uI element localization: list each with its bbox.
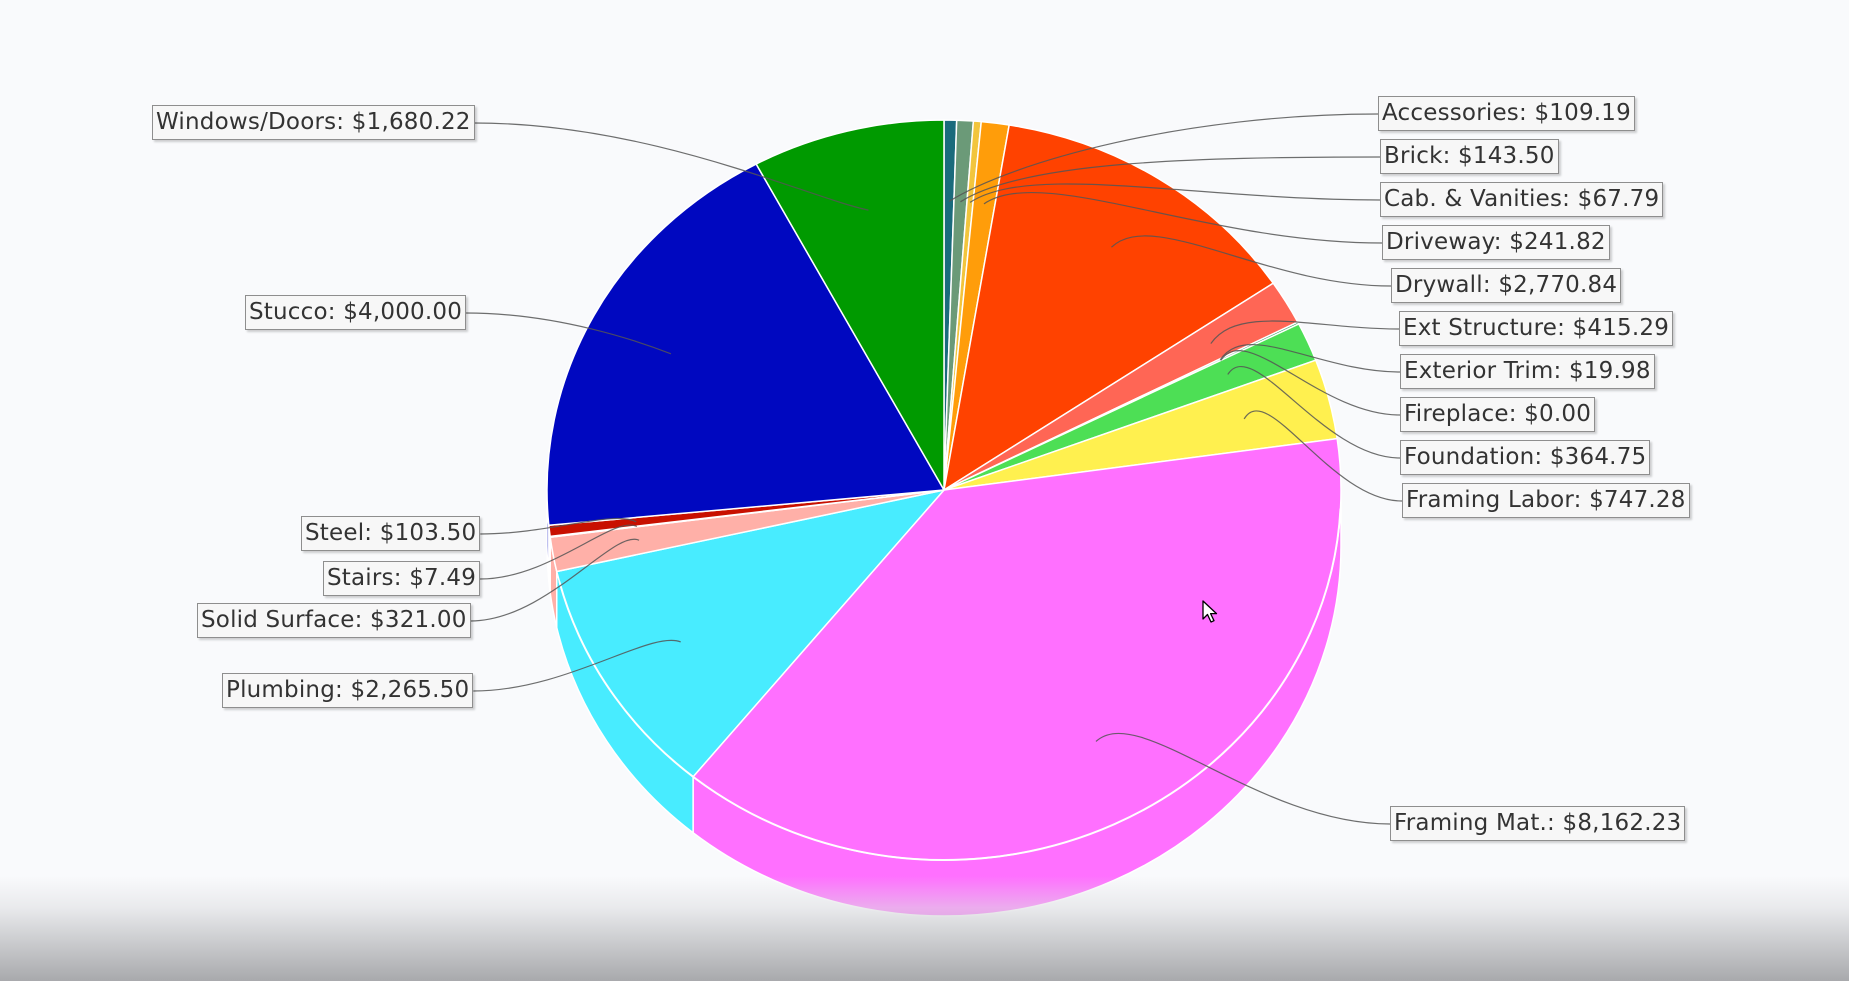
leader-line-accessories — [948, 113, 1379, 202]
leader-lines — [466, 113, 1403, 825]
pie-slice-windows-doors[interactable] — [755, 119, 945, 491]
data-label-cab-vanities: Cab. & Vanities: $67.79 — [1380, 182, 1664, 217]
leader-line-windows-doors — [474, 122, 869, 211]
data-label-framing-mat: Framing Mat.: $8,162.23 — [1390, 806, 1686, 841]
leader-line-stucco — [466, 312, 672, 355]
data-label-framing-labor: Framing Labor: $747.28 — [1402, 483, 1690, 518]
data-label-stairs: Stairs: $7.49 — [323, 561, 481, 596]
data-label-steel: Steel: $103.50 — [301, 516, 481, 551]
pie-slice-drywall[interactable] — [943, 124, 1274, 491]
pie-rim-highlight — [558, 508, 1342, 861]
data-label-brick: Brick: $143.50 — [1380, 139, 1559, 174]
pie-slice-stucco[interactable] — [546, 163, 945, 526]
data-label-fireplace: Fireplace: $0.00 — [1400, 397, 1596, 432]
leader-line-framing-labor — [1243, 410, 1403, 502]
data-label-solid-surface: Solid Surface: $321.00 — [197, 603, 471, 638]
leader-line-cab-vanities — [969, 183, 1381, 203]
data-label-drywall: Drywall: $2,770.84 — [1391, 268, 1622, 303]
data-label-driveway: Driveway: $241.82 — [1382, 225, 1610, 260]
leader-line-steel — [480, 517, 637, 535]
leader-line-stairs — [480, 524, 638, 580]
leader-line-plumbing — [473, 639, 681, 692]
data-label-stucco: Stucco: $4,000.00 — [245, 295, 467, 330]
data-label-windows-doors: Windows/Doors: $1,680.22 — [152, 105, 475, 140]
leader-line-ext-structure — [1210, 320, 1400, 344]
leader-line-driveway — [983, 191, 1383, 244]
leader-line-exterior-trim — [1219, 344, 1401, 373]
leader-line-foundation — [1227, 366, 1401, 459]
mouse-pointer-icon — [1202, 600, 1218, 623]
data-label-foundation: Foundation: $364.75 — [1400, 440, 1651, 475]
data-label-accessories: Accessories: $109.19 — [1378, 96, 1635, 131]
data-label-ext-structure: Ext Structure: $415.29 — [1399, 311, 1674, 346]
leader-line-fireplace — [1220, 350, 1401, 416]
data-label-plumbing: Plumbing: $2,265.50 — [222, 673, 474, 708]
leader-line-drywall — [1111, 235, 1392, 287]
data-label-exterior-trim: Exterior Trim: $19.98 — [1400, 354, 1655, 389]
pie-slices — [546, 119, 1342, 861]
leader-line-framing-mat — [1095, 732, 1391, 825]
leader-line-solid-surface — [470, 538, 640, 622]
leader-line-brick — [960, 156, 1381, 203]
